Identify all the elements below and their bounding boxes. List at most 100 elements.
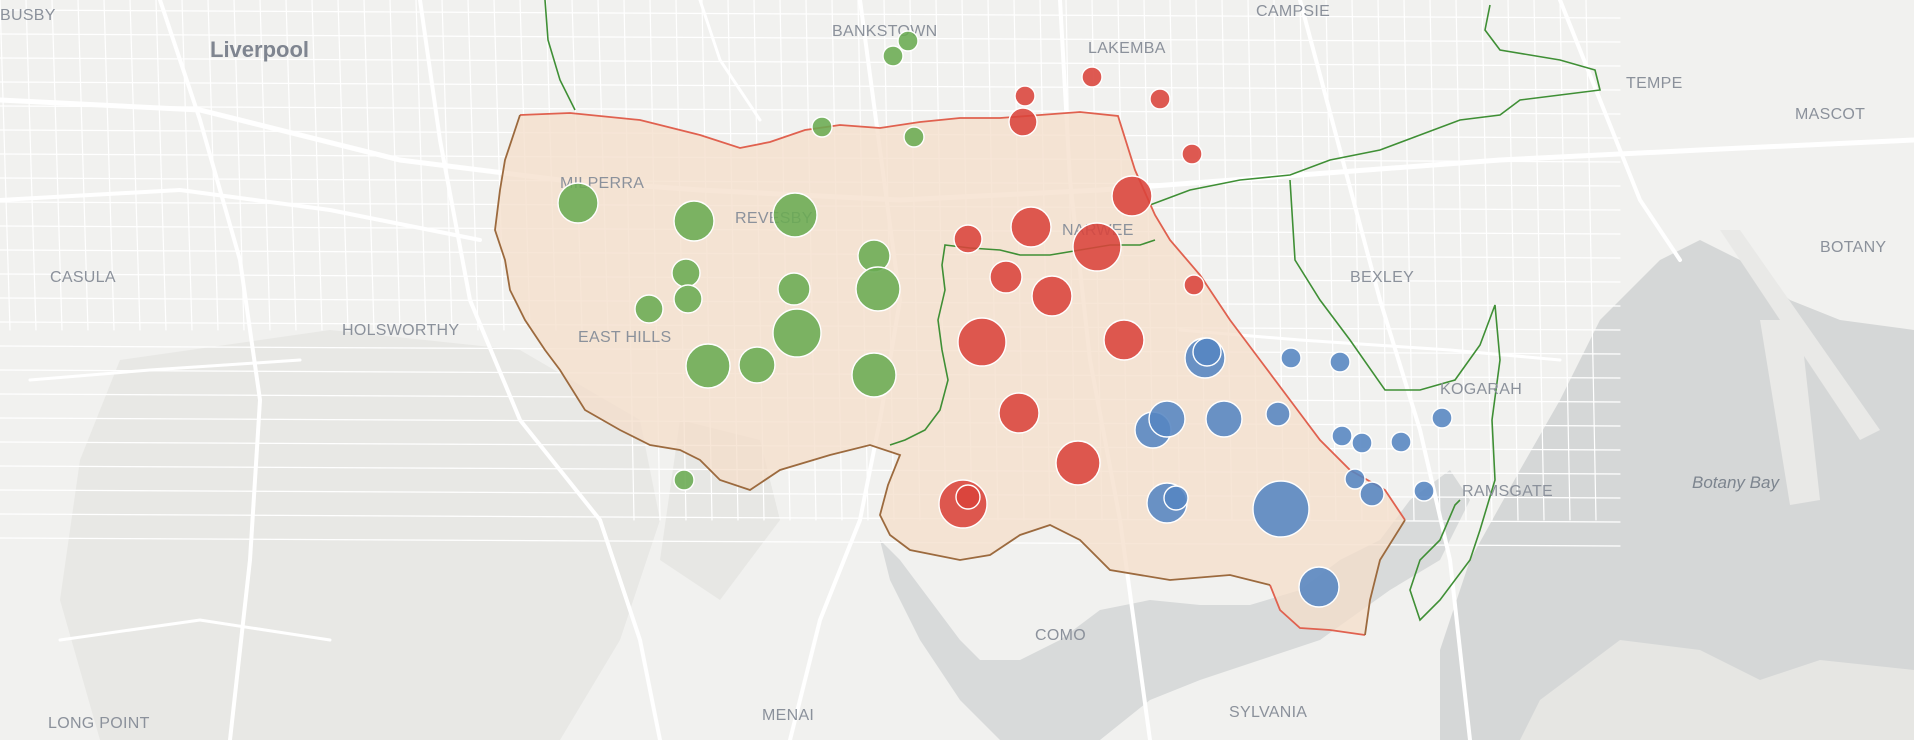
region-boundary-river — [494, 114, 1406, 636]
blue-marker[interactable] — [1205, 400, 1243, 438]
green-marker[interactable] — [634, 294, 664, 324]
green-marker[interactable] — [811, 116, 833, 138]
region-boundary-red-south — [1269, 584, 1366, 636]
blue-marker[interactable] — [1265, 401, 1291, 427]
red-marker[interactable] — [1111, 175, 1153, 217]
red-marker[interactable] — [1181, 143, 1203, 165]
street — [1507, 0, 1519, 521]
red-marker[interactable] — [1014, 85, 1036, 107]
label-holsworthy: HOLSWORTHY — [342, 322, 459, 339]
blue-marker[interactable] — [1252, 480, 1310, 538]
green-marker[interactable] — [673, 284, 703, 314]
street — [0, 57, 1621, 67]
marker-layer — [557, 30, 1453, 608]
green-marker[interactable] — [557, 182, 599, 224]
green-marker[interactable] — [851, 352, 897, 398]
label-lakemba: LAKEMBA — [1088, 40, 1166, 57]
red-marker[interactable] — [953, 224, 983, 254]
green-marker[interactable] — [903, 126, 925, 148]
blue-marker[interactable] — [1298, 566, 1340, 608]
lga-boundary-east — [1149, 4, 1601, 206]
red-marker[interactable] — [1008, 107, 1038, 137]
green-marker[interactable] — [772, 308, 822, 358]
red-marker[interactable] — [1055, 440, 1101, 486]
label-menai: MENAI — [762, 707, 814, 724]
street — [467, 0, 479, 331]
kogarah-boundary — [1289, 179, 1501, 622]
street — [415, 0, 427, 331]
road — [58, 618, 332, 642]
street — [1455, 0, 1467, 521]
red-marker[interactable] — [1010, 206, 1052, 248]
street — [389, 0, 401, 331]
red-marker[interactable] — [1183, 274, 1205, 296]
street — [1559, 0, 1571, 521]
red-marker[interactable] — [989, 260, 1023, 294]
red-marker[interactable] — [1081, 66, 1103, 88]
blue-marker[interactable] — [1359, 481, 1385, 507]
region-boundary-red — [519, 111, 1406, 521]
red-marker[interactable] — [1072, 222, 1122, 272]
street — [25, 0, 37, 331]
airport-runway-2 — [1760, 320, 1820, 505]
georges-river-water — [880, 470, 1470, 740]
major-road — [1298, 0, 1472, 740]
green-marker[interactable] — [772, 192, 818, 238]
red-marker[interactable] — [955, 484, 981, 510]
blue-marker[interactable] — [1431, 407, 1453, 429]
green-marker[interactable] — [855, 266, 901, 312]
holsworthy-bushland — [60, 330, 660, 740]
blue-marker[interactable] — [1148, 400, 1186, 438]
street — [0, 0, 11, 331]
green-marker[interactable] — [738, 346, 776, 384]
street — [51, 0, 63, 331]
label-botany: BOTANY — [1820, 239, 1886, 256]
green-marker[interactable] — [685, 343, 731, 389]
street — [1585, 0, 1597, 521]
blue-marker[interactable] — [1329, 351, 1351, 373]
label-casula: CASULA — [50, 269, 116, 286]
road — [28, 358, 302, 382]
label-campsie: CAMPSIE — [1256, 3, 1330, 20]
label-busby: BUSBY — [0, 7, 56, 24]
red-marker[interactable] — [1031, 275, 1073, 317]
green-marker[interactable] — [673, 469, 695, 491]
label-kogarah: KOGARAH — [1440, 381, 1522, 398]
green-marker[interactable] — [882, 45, 904, 67]
street — [1403, 0, 1415, 521]
blue-marker[interactable] — [1331, 425, 1353, 447]
major-road — [158, 0, 263, 740]
red-marker[interactable] — [1149, 88, 1171, 110]
label-tempe: TEMPE — [1626, 75, 1683, 92]
blue-marker[interactable] — [1390, 431, 1412, 453]
blue-marker[interactable] — [1351, 432, 1373, 454]
blue-marker[interactable] — [1280, 347, 1302, 369]
blue-marker[interactable] — [1192, 337, 1222, 367]
street — [0, 9, 1621, 19]
major-road — [1558, 0, 1682, 262]
green-marker[interactable] — [777, 272, 811, 306]
street — [441, 0, 453, 331]
label-botany-bay: Botany Bay — [1692, 473, 1780, 492]
label-east-hills: EAST HILLS — [578, 329, 671, 346]
label-ramsgate: RAMSGATE — [1462, 483, 1553, 500]
blue-marker[interactable] — [1413, 480, 1435, 502]
kurnell-peninsula — [1520, 640, 1914, 740]
label-bexley: BEXLEY — [1350, 269, 1414, 286]
street — [337, 0, 349, 331]
green-marker[interactable] — [673, 200, 715, 242]
major-road — [0, 187, 482, 242]
red-marker[interactable] — [1103, 319, 1145, 361]
red-marker[interactable] — [957, 317, 1007, 367]
blue-marker[interactable] — [1344, 468, 1366, 490]
street — [1377, 0, 1389, 521]
red-marker[interactable] — [998, 392, 1040, 434]
street — [1533, 0, 1545, 521]
label-long-point: LONG POINT — [48, 715, 150, 732]
green-marker[interactable] — [671, 258, 701, 288]
street — [493, 0, 505, 331]
road — [698, 0, 762, 122]
green-marker[interactable] — [897, 30, 919, 52]
blue-marker[interactable] — [1163, 485, 1189, 511]
